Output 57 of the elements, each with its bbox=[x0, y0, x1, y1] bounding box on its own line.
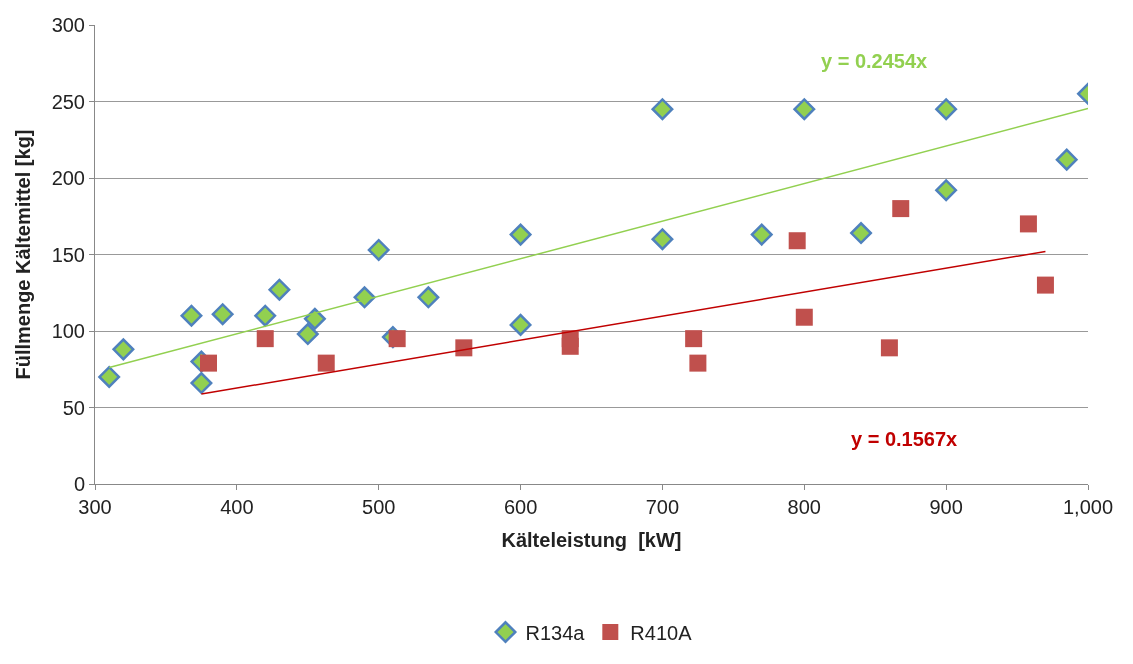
point bbox=[388, 330, 406, 348]
annotation: y = 0.2454x bbox=[821, 50, 928, 72]
point bbox=[211, 303, 234, 326]
point bbox=[935, 98, 958, 121]
y-tick-label: 0 bbox=[73, 473, 85, 495]
legend-label: R134a bbox=[525, 621, 586, 644]
point bbox=[353, 286, 376, 309]
point bbox=[689, 354, 707, 372]
point bbox=[750, 223, 773, 246]
point bbox=[1055, 148, 1078, 171]
point bbox=[254, 304, 277, 327]
point bbox=[190, 372, 213, 395]
point bbox=[317, 354, 335, 372]
x-tick-label: 1,000 bbox=[1062, 496, 1114, 518]
point bbox=[180, 304, 203, 327]
point bbox=[509, 223, 532, 246]
point bbox=[98, 365, 121, 388]
point bbox=[1036, 276, 1054, 294]
point bbox=[651, 98, 674, 121]
point bbox=[880, 339, 898, 357]
y-tick-label: 300 bbox=[51, 14, 85, 36]
point bbox=[455, 339, 473, 357]
point bbox=[256, 330, 274, 348]
y-tick-label: 100 bbox=[51, 320, 85, 342]
point bbox=[795, 308, 813, 326]
x-tick-label: 400 bbox=[220, 496, 254, 518]
point bbox=[112, 338, 135, 361]
point bbox=[935, 179, 958, 202]
x-axis-title: Kälteleistung [kW] bbox=[501, 528, 682, 551]
y-tick-label: 150 bbox=[51, 243, 85, 266]
point bbox=[892, 200, 910, 218]
point bbox=[199, 354, 217, 372]
x-tick-label: 700 bbox=[645, 496, 680, 518]
legend-label: R410A bbox=[630, 621, 693, 644]
annotation: y = 0.1567x bbox=[851, 428, 958, 450]
x-tick-label: 600 bbox=[503, 496, 538, 518]
point bbox=[1019, 215, 1037, 233]
x-tick-label: 300 bbox=[78, 496, 112, 518]
point bbox=[509, 313, 532, 336]
point bbox=[296, 323, 319, 346]
point bbox=[367, 238, 390, 261]
y-axis-title: Füllmenge Kältemittel [kg] bbox=[12, 129, 35, 380]
x-tick-label: 800 bbox=[787, 496, 821, 518]
point bbox=[651, 228, 674, 251]
point bbox=[561, 337, 579, 355]
point bbox=[268, 278, 291, 301]
x-tick-label: 900 bbox=[929, 496, 963, 518]
point bbox=[850, 222, 873, 245]
y-tick-label: 50 bbox=[62, 396, 85, 419]
point bbox=[417, 286, 440, 309]
y-tick-label: 200 bbox=[51, 167, 85, 189]
point bbox=[793, 98, 816, 121]
y-tick-label: 250 bbox=[51, 90, 85, 113]
point bbox=[685, 330, 703, 348]
point bbox=[788, 232, 806, 250]
point bbox=[303, 307, 326, 330]
x-tick-label: 500 bbox=[362, 496, 396, 518]
